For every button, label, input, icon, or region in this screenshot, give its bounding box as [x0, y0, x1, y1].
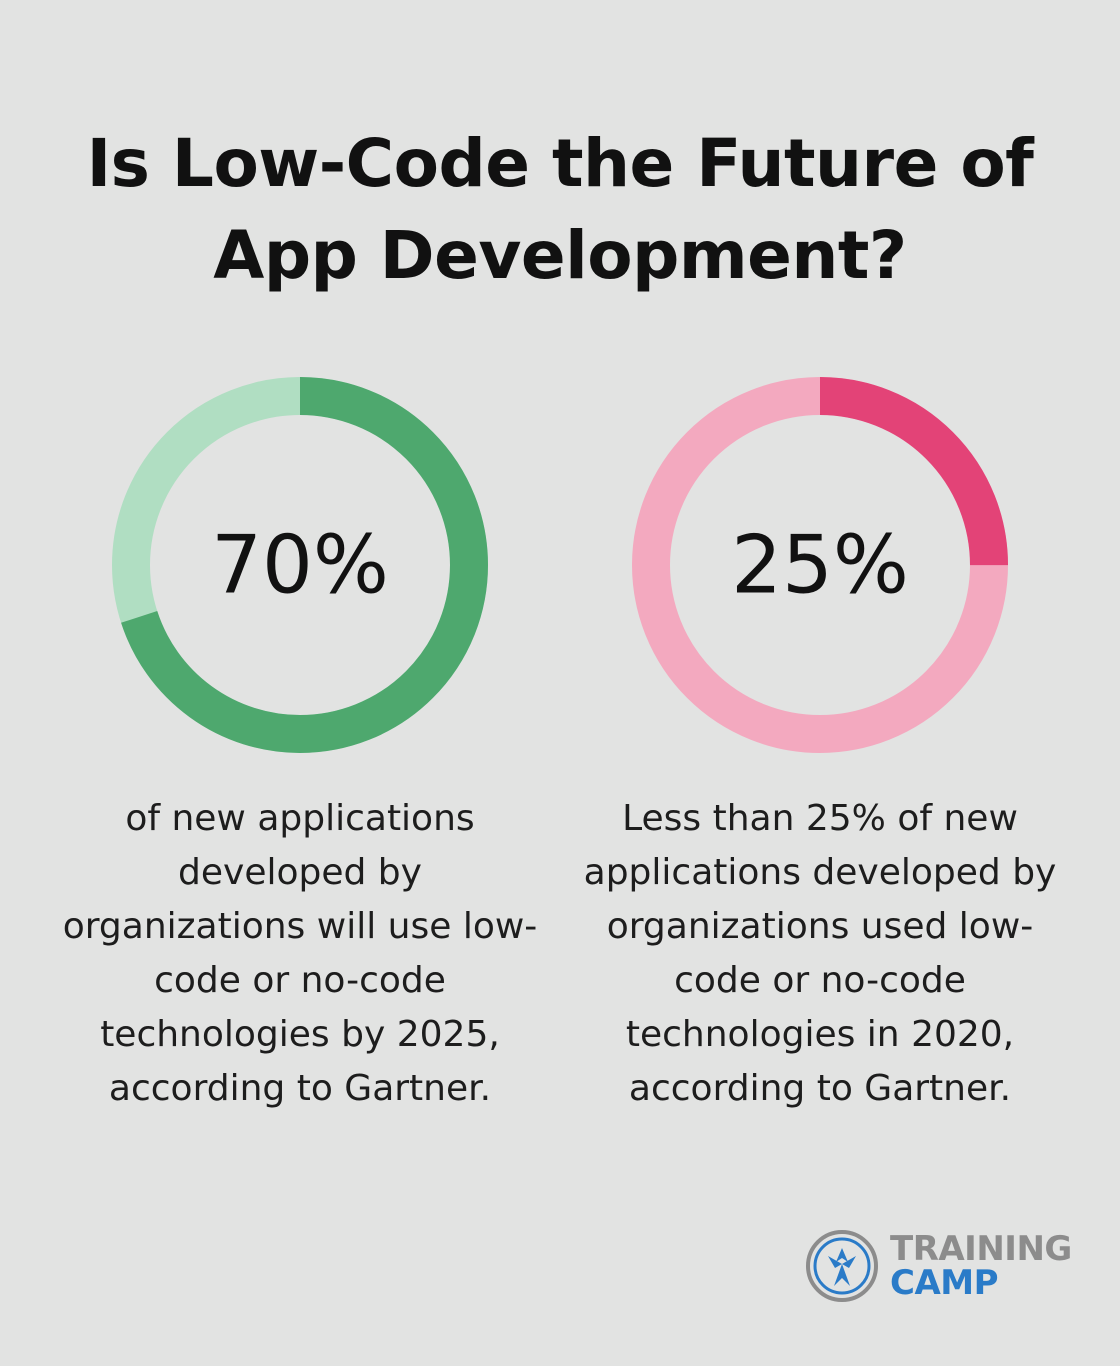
- description-line: according to Gartner.: [628, 1068, 1012, 1109]
- description-line: organizations will use low-: [62, 906, 538, 947]
- donut-value-label: 25%: [731, 519, 909, 612]
- description-line: technologies in 2020,: [625, 1014, 1015, 1055]
- description-line: technologies by 2025,: [100, 1014, 500, 1055]
- donut-value-arc: [632, 377, 1008, 753]
- description-line: organizations used low-: [606, 906, 1034, 947]
- donut-chart-2025: 70%: [110, 375, 490, 755]
- title-line-2: App Development?: [213, 217, 907, 294]
- description-2020: Less than 25% of new applications develo…: [580, 792, 1060, 1116]
- description-2025: of new applications developed by organiz…: [60, 792, 540, 1116]
- donut-chart-2020: 25%: [630, 375, 1010, 755]
- description-line: developed by: [178, 852, 422, 893]
- logo-text-line-1: TRAINING: [890, 1229, 1072, 1269]
- logo-text: TRAINING CAMP: [890, 1232, 1072, 1300]
- description-line: Less than 25% of new: [622, 798, 1018, 839]
- page-title: Is Low-Code the Future of App Developmen…: [60, 118, 1060, 302]
- logo-text-line-2: CAMP: [890, 1263, 999, 1303]
- description-line: code or no-code: [674, 960, 966, 1001]
- donut-svg-2020: 25%: [632, 377, 1008, 753]
- donut-value-label: 70%: [211, 519, 389, 612]
- description-line: code or no-code: [154, 960, 446, 1001]
- donut-value-arc: [112, 377, 488, 753]
- description-line: according to Gartner.: [108, 1068, 492, 1109]
- training-camp-emblem-icon: [806, 1230, 878, 1302]
- training-camp-logo: TRAINING CAMP: [804, 1228, 1072, 1308]
- title-line-1: Is Low-Code the Future of: [86, 125, 1034, 202]
- description-line: of new applications: [125, 798, 475, 839]
- donut-svg-2025: 70%: [112, 377, 488, 753]
- description-line: applications developed by: [583, 852, 1057, 893]
